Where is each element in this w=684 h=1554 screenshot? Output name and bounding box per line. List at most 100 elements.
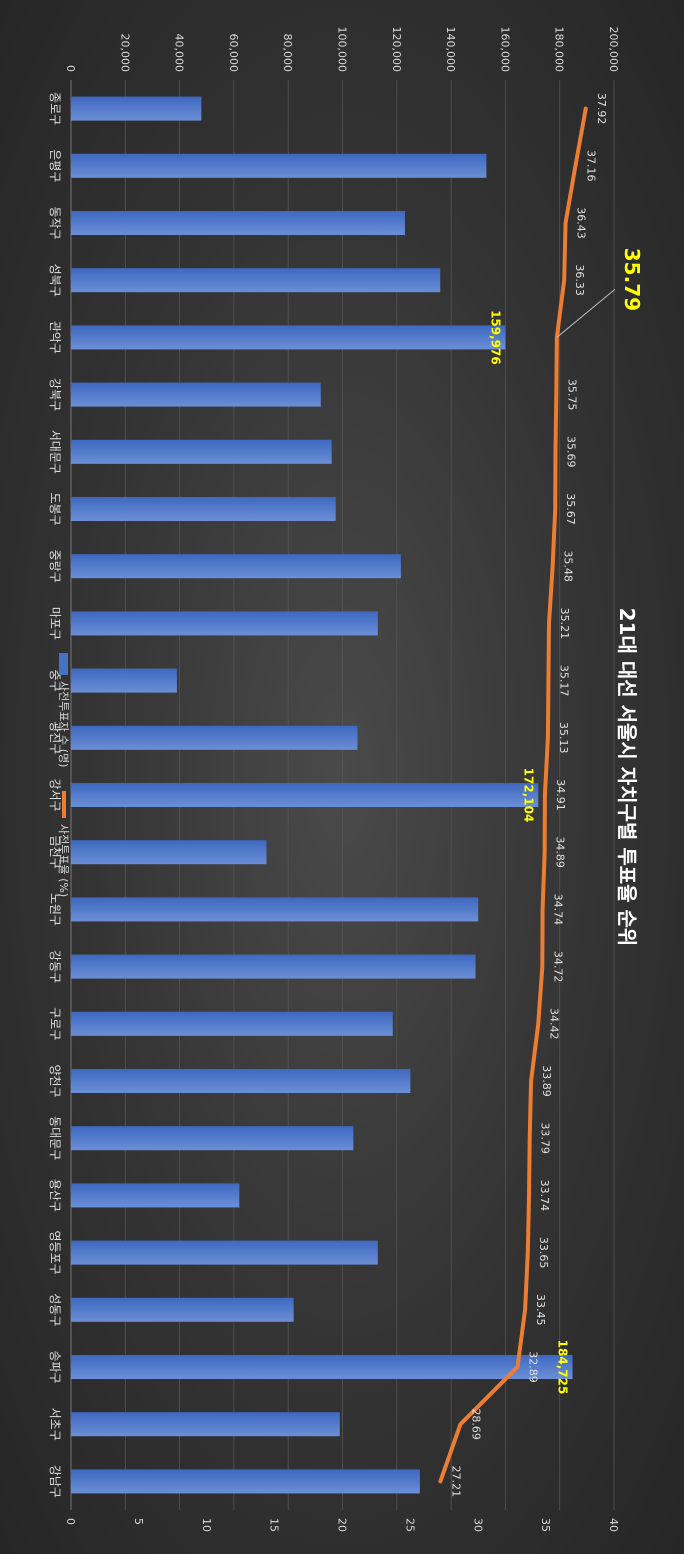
category-label: 서대문구 — [48, 430, 62, 474]
category-label: 중랑구 — [48, 550, 62, 583]
left-axis-tick-label: 40,000 — [173, 34, 186, 73]
category-label: 마포구 — [48, 607, 62, 640]
category-label: 성동구 — [48, 1293, 62, 1326]
bar — [71, 782, 539, 808]
category-label: 종로구 — [48, 92, 62, 125]
left-axis-tick-label: 140,000 — [444, 27, 457, 73]
line-point — [547, 621, 551, 625]
bar — [71, 1011, 393, 1036]
category-label: 도봉구 — [48, 492, 62, 525]
line-value-label: 34.42 — [547, 1008, 560, 1040]
legend-item-rate: 사전투표율 (%) — [57, 791, 70, 897]
category-label: 금천구 — [48, 836, 63, 869]
category-label: 강동구 — [48, 950, 62, 983]
left-axis-tick-label: 200,000 — [607, 27, 620, 73]
line-value-label: 37.92 — [595, 93, 608, 125]
line-value-label: 33.45 — [534, 1294, 547, 1326]
line-point — [540, 965, 544, 969]
left-axis-tick-label: 180,000 — [553, 27, 566, 73]
line-value-label: 36.43 — [575, 207, 588, 239]
line-value-label: 34.89 — [554, 836, 567, 868]
legend-item-count: 사전투표자 수 (명) — [57, 653, 70, 767]
line-point — [543, 793, 547, 797]
line-value-label: 35.17 — [557, 665, 570, 697]
left-axis-tick-label: 160,000 — [498, 27, 511, 73]
line-value-label: 33.79 — [539, 1122, 552, 1154]
bar — [70, 1183, 240, 1208]
bar — [71, 897, 479, 922]
line-point — [562, 278, 566, 282]
category-label: 중구 — [48, 670, 62, 692]
line-value-label: 35.13 — [557, 722, 570, 754]
category-label: 노원구 — [48, 893, 62, 926]
category-label: 양천구 — [48, 1064, 63, 1097]
right-axis-tick-label: 15 — [268, 1518, 281, 1532]
bar — [71, 1412, 340, 1437]
legend-label-rate: 사전투표율 (%) — [57, 824, 70, 897]
line-value-label: 33.89 — [540, 1065, 553, 1097]
callout-label: 35.79 — [620, 248, 644, 311]
category-label: 은평구 — [48, 149, 62, 182]
bar — [71, 611, 378, 636]
bar — [71, 268, 441, 293]
category-label: 영등포구 — [48, 1231, 62, 1275]
line-point — [546, 679, 550, 683]
line-point — [551, 564, 555, 568]
line-point — [554, 393, 558, 397]
line-point — [553, 507, 557, 511]
left-axis-tick-label: 60,000 — [227, 34, 240, 73]
category-label: 송파구 — [48, 1350, 62, 1383]
callout-leader — [556, 289, 616, 338]
bar — [71, 153, 487, 178]
line-point — [546, 736, 550, 740]
line-point — [573, 164, 577, 168]
line-point — [529, 1079, 533, 1083]
bar — [71, 382, 321, 407]
line-value-label: 36.33 — [573, 264, 586, 296]
line-point — [541, 907, 545, 911]
line-value-label: 34.91 — [554, 779, 567, 811]
line-value-label: 34.72 — [551, 951, 564, 983]
right-axis-tick-label: 25 — [403, 1518, 416, 1532]
left-axis-tick-label: 100,000 — [336, 27, 349, 73]
bar — [71, 725, 358, 750]
bar — [71, 496, 336, 522]
category-label: 강북구 — [48, 378, 62, 411]
chart-title-group: 21대 대선 서울시 자치구별 투표율 순위 — [615, 608, 639, 947]
bar-highlight-label: 184,725 — [556, 1340, 570, 1395]
bar — [70, 1354, 573, 1380]
line-value-label: 35.67 — [564, 493, 577, 525]
bar — [71, 96, 202, 121]
category-label: 관악구 — [48, 321, 62, 354]
axes: 0 20,000 40,000 60,000 80,000 100,000 120,000 1… — [48, 27, 620, 1533]
line-point — [526, 1251, 530, 1255]
category-label: 용산구 — [48, 1179, 62, 1212]
line-value-label: 34.74 — [552, 894, 565, 926]
line-point — [458, 1422, 462, 1426]
line-value-label: 32.89 — [526, 1351, 539, 1383]
legend-swatch-count — [59, 653, 68, 675]
left-axis-tick-label: 80,000 — [281, 34, 294, 73]
bar-highlight-label: 172,104 — [521, 768, 535, 823]
line-point — [523, 1308, 527, 1312]
legend: 사전투표자 수 (명) 사전투표율 (%) — [57, 653, 70, 897]
bar — [71, 1469, 420, 1494]
category-label: 서초구 — [48, 1408, 62, 1441]
category-label: 구로구 — [48, 1007, 62, 1040]
bar — [71, 1126, 354, 1151]
line-series — [438, 106, 588, 1484]
right-axis-tick-label: 10 — [200, 1518, 213, 1532]
line-value-label: 37.16 — [584, 150, 597, 182]
bar — [71, 840, 267, 865]
bar — [71, 210, 405, 236]
line-value-label: 35.75 — [565, 379, 578, 411]
line-point — [564, 221, 568, 225]
right-axis-tick-label: 0 — [64, 1518, 77, 1525]
bar — [71, 439, 332, 464]
line-point — [536, 1022, 540, 1026]
line-value-label: 35.21 — [558, 608, 571, 640]
category-label: 동작구 — [48, 206, 62, 239]
line-value-label: 35.69 — [564, 436, 577, 468]
